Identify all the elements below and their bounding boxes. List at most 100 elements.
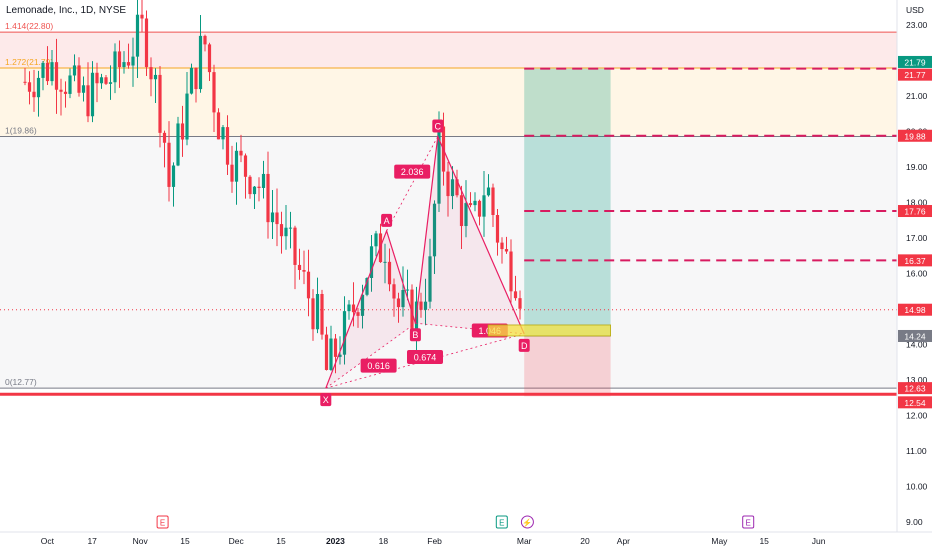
candle-body <box>113 51 117 83</box>
event-marker <box>742 515 755 529</box>
earnings-icon <box>156 515 169 529</box>
y-tick-label: 16.00 <box>906 269 928 279</box>
candle-body <box>495 215 500 243</box>
candle-body <box>68 75 72 94</box>
candle-body <box>108 82 113 84</box>
candle-body <box>302 270 306 272</box>
candle-body <box>234 150 239 182</box>
candle-body <box>324 334 329 370</box>
candle-body <box>455 179 459 196</box>
x-tick-label: May <box>711 536 728 546</box>
candle-body <box>333 338 338 357</box>
candle-body <box>203 35 207 45</box>
ratio-label: 0.616 <box>367 361 390 371</box>
pattern-point-label: X <box>323 395 329 405</box>
candle-body <box>144 18 149 68</box>
candle-body <box>288 227 293 229</box>
candle-body <box>486 187 491 196</box>
event-label: E <box>160 519 165 528</box>
pattern-point-label: B <box>412 330 418 340</box>
pattern-point-label: D <box>521 341 528 351</box>
candle-body <box>104 77 108 84</box>
price-label-badge <box>898 303 932 316</box>
candle-body <box>153 74 158 80</box>
candle-body <box>450 179 455 197</box>
candle-body <box>459 195 464 227</box>
candle-body <box>239 150 243 156</box>
candle-body <box>428 256 432 302</box>
price-label: 12.54 <box>904 398 926 408</box>
candle-body <box>50 62 54 82</box>
candle-body <box>248 176 252 195</box>
x-tick-label: Feb <box>427 536 442 546</box>
y-tick-label: 10.00 <box>906 482 928 492</box>
dividend-icon <box>520 515 534 529</box>
x-tick-label: 15 <box>276 536 286 546</box>
y-tick-label: 19.00 <box>906 162 928 172</box>
y-tick-label: 12.00 <box>906 411 928 421</box>
candles <box>23 0 522 374</box>
ratio-label: 0.674 <box>414 353 437 363</box>
x-tick-label: Nov <box>133 536 149 546</box>
candle-body <box>23 81 27 83</box>
event-label: ⚡ <box>522 518 532 528</box>
candle-body <box>329 338 333 370</box>
candle-body <box>279 224 284 237</box>
candle-body <box>419 301 423 310</box>
candle-body <box>27 82 32 92</box>
price-label: 21.79 <box>904 57 926 67</box>
earnings-icon <box>742 515 755 529</box>
candle-body <box>149 67 153 80</box>
price-label: 17.76 <box>904 207 926 217</box>
candle-body <box>369 246 374 278</box>
x-tick-label: 2023 <box>326 536 345 546</box>
candle-body <box>293 227 297 265</box>
candle-body <box>270 212 275 223</box>
price-label: 12.63 <box>904 384 926 394</box>
candle-body <box>473 200 477 206</box>
price-label-badge <box>898 254 932 267</box>
candle-body <box>122 62 126 68</box>
candle-body <box>126 62 131 66</box>
fib-label: 1(19.86) <box>5 125 37 135</box>
candle-body <box>198 35 203 90</box>
candle-body <box>59 89 63 92</box>
fib-label: 0(12.77) <box>5 377 37 387</box>
candle-body <box>396 298 401 308</box>
ratio-badge <box>394 164 431 179</box>
candle-body <box>72 65 77 76</box>
x-tick-label: Mar <box>517 536 532 546</box>
currency-label: USD <box>906 5 924 15</box>
candle-body <box>342 311 347 355</box>
price-label-badge <box>898 55 932 68</box>
candle-body <box>275 212 279 225</box>
candle-body <box>401 289 405 308</box>
x-tick-label: 17 <box>87 536 97 546</box>
candle-body <box>243 155 248 177</box>
candle-body <box>162 132 167 143</box>
price-label: 19.88 <box>904 131 926 141</box>
event-marker <box>495 515 508 529</box>
earnings-icon <box>495 515 508 529</box>
candle-body <box>491 187 495 216</box>
candle-body <box>63 91 68 94</box>
candle-body <box>176 123 180 166</box>
y-tick-label: 18.00 <box>906 198 928 208</box>
candle-body <box>257 186 261 188</box>
price-label: 14.98 <box>904 305 926 315</box>
x-tick-label: Jun <box>812 536 826 546</box>
pattern-point-badge <box>320 393 332 407</box>
event-marker <box>156 515 169 529</box>
pattern-point-badge <box>518 338 530 352</box>
candle-body <box>504 249 509 252</box>
candle-body <box>99 77 104 84</box>
candle-body <box>216 112 221 140</box>
price-label: 16.37 <box>904 256 926 266</box>
candle-body <box>212 72 216 113</box>
fib-label: 1.414(22.80) <box>5 21 53 31</box>
x-tick-label: Oct <box>41 536 55 546</box>
candle-body <box>405 289 410 291</box>
candle-body <box>315 294 320 330</box>
